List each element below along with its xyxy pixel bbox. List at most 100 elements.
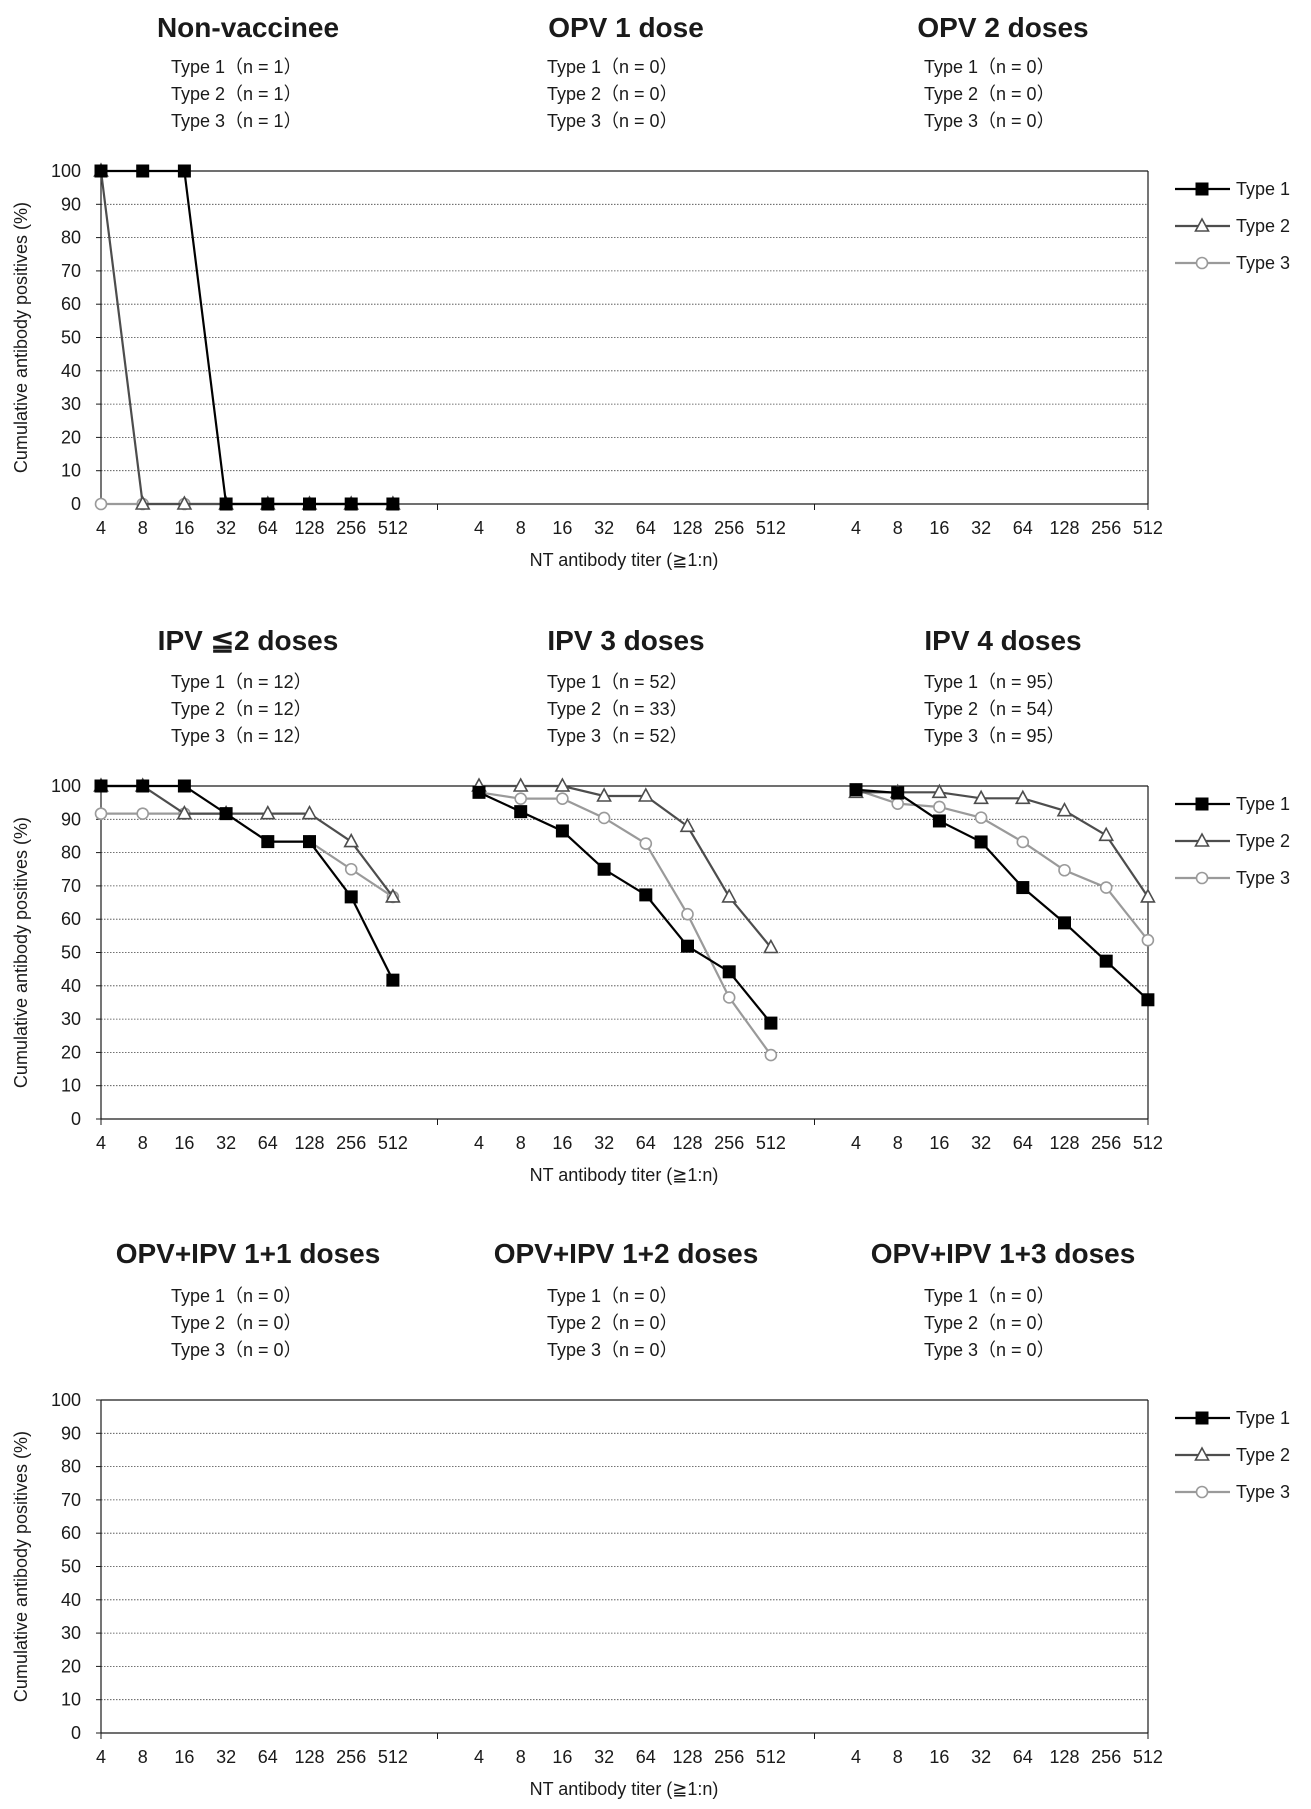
x-tick-label: 512 — [756, 1133, 786, 1153]
legend-item: Type 2 — [1175, 216, 1290, 236]
data-point — [931, 783, 948, 799]
data-point — [343, 832, 360, 848]
data-point — [1014, 789, 1031, 805]
data-point — [94, 779, 108, 793]
data-point — [973, 789, 989, 805]
x-tick-label: 4 — [96, 1133, 106, 1153]
series-line — [99, 170, 393, 506]
legend-marker — [1195, 797, 1209, 811]
data-point — [177, 779, 191, 793]
panel-title: OPV+IPV 1+2 doses — [494, 1238, 759, 1269]
series-type-1 — [472, 785, 778, 1030]
series-type-1 — [94, 779, 400, 987]
x-tick-label: 512 — [756, 1747, 786, 1767]
legend-label: Type 3 — [1236, 253, 1290, 273]
legend-marker — [1195, 256, 1209, 270]
data-point — [1098, 826, 1115, 842]
x-tick-label: 256 — [714, 1747, 744, 1767]
y-tick-label: 40 — [61, 976, 81, 996]
x-tick-label: 64 — [1013, 1133, 1033, 1153]
series-type-2 — [93, 777, 401, 903]
sample-count-label: Type 1（n = 1） — [171, 57, 302, 77]
series-line — [478, 791, 772, 1024]
x-tick-label: 32 — [594, 1747, 614, 1767]
chart-group-1: Non-vaccinee Type 1（n = 1） Type 2（n = 1） Ty… — [11, 12, 1290, 570]
y-tick-label: 20 — [61, 427, 81, 447]
y-tick-label: 80 — [61, 843, 81, 863]
sample-count-label: Type 1（n = 0） — [924, 57, 1055, 77]
sample-count-label: Type 3（n = 0） — [171, 1340, 302, 1360]
data-point — [721, 888, 738, 903]
x-tick-label: 32 — [971, 518, 991, 538]
series-type-2 — [471, 777, 779, 954]
data-point — [261, 835, 275, 849]
y-tick-label: 80 — [61, 1457, 81, 1477]
y-tick-label: 40 — [61, 1590, 81, 1610]
y-tick-label: 90 — [61, 1423, 81, 1443]
legend-label: Type 3 — [1236, 868, 1290, 888]
y-tick-label: 100 — [51, 161, 81, 181]
x-tick-label: 32 — [216, 518, 236, 538]
sample-count-label: Type 3（n = 95） — [924, 726, 1065, 746]
x-tick-label: 16 — [929, 1133, 949, 1153]
data-point — [1016, 835, 1030, 849]
sample-count-label: Type 1（n = 52） — [547, 672, 688, 692]
y-tick-label: 20 — [61, 1656, 81, 1676]
data-point — [514, 792, 528, 805]
x-tick-label: 128 — [294, 1133, 324, 1153]
sample-count-label: Type 3（n = 0） — [547, 111, 678, 131]
x-tick-label: 256 — [336, 1133, 366, 1153]
x-tick-label: 16 — [552, 518, 572, 538]
series-type-1 — [849, 783, 1155, 1007]
x-tick-label: 32 — [594, 1133, 614, 1153]
x-tick-label: 64 — [258, 1133, 278, 1153]
data-point — [176, 804, 193, 820]
series-line — [855, 788, 1149, 941]
data-point — [597, 811, 611, 825]
data-point — [219, 807, 233, 821]
sample-count-label: Type 2（n = 0） — [924, 84, 1055, 104]
x-tick-label: 16 — [929, 518, 949, 538]
data-point — [386, 497, 400, 511]
data-point — [94, 497, 108, 511]
y-tick-label: 40 — [61, 361, 81, 381]
legend-marker — [1194, 217, 1210, 232]
data-point — [597, 862, 611, 876]
data-point — [303, 835, 316, 849]
series-line — [101, 169, 393, 506]
series-line — [855, 788, 1149, 1001]
data-point — [1099, 881, 1113, 894]
y-tick-label: 90 — [61, 809, 81, 829]
x-tick-label: 128 — [672, 518, 702, 538]
data-point — [556, 792, 569, 805]
data-point — [136, 807, 149, 820]
legend-item: Type 2 — [1175, 831, 1290, 851]
data-point — [176, 495, 193, 510]
x-tick-label: 128 — [294, 518, 324, 538]
data-point — [639, 837, 653, 850]
x-tick-label: 16 — [552, 1747, 572, 1767]
x-tick-label: 128 — [294, 1747, 324, 1767]
x-tick-label: 32 — [971, 1747, 991, 1767]
x-tick-label: 128 — [1049, 1133, 1079, 1153]
data-point — [1099, 954, 1113, 968]
x-tick-label: 256 — [1091, 1133, 1121, 1153]
legend-item: Type 3 — [1175, 253, 1290, 273]
x-tick-label: 32 — [971, 1133, 991, 1153]
data-point — [1056, 801, 1073, 817]
legend-marker — [1195, 1485, 1209, 1499]
x-tick-label: 8 — [138, 1133, 148, 1153]
data-point — [764, 1016, 778, 1030]
sample-count-label: Type 1（n = 95） — [924, 672, 1065, 692]
data-point — [94, 807, 108, 820]
sample-count-label: Type 3（n = 0） — [924, 111, 1055, 131]
data-point — [554, 777, 571, 792]
sample-count-label: Type 2（n = 1） — [171, 84, 302, 104]
series-type-3 — [94, 807, 400, 904]
sample-count-label: Type 1（n = 0） — [547, 1286, 678, 1306]
sample-count-label: Type 3（n = 52） — [547, 726, 688, 746]
x-tick-label: 128 — [672, 1133, 702, 1153]
data-point — [259, 804, 276, 820]
data-point — [932, 814, 946, 828]
x-tick-label: 8 — [516, 1747, 526, 1767]
